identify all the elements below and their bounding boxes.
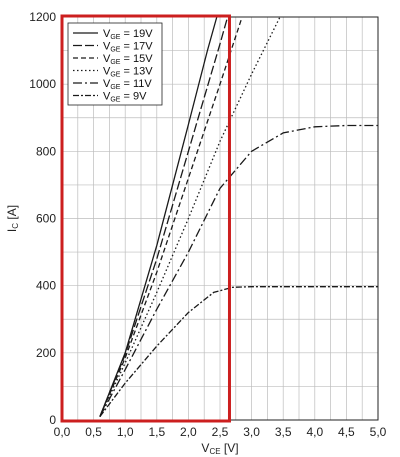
x-tick-label: 0,0: [54, 425, 71, 439]
y-tick-label: 400: [36, 279, 56, 293]
legend-label: VGE = 17V: [103, 41, 153, 54]
x-tick-label: 2,0: [180, 425, 197, 439]
y-tick-labels: 0 200 400 600 800 1000 1200: [29, 10, 56, 427]
series-line-3: [99, 16, 243, 417]
x-axis-title: VCE [V]: [201, 441, 238, 456]
x-tick-label: 0,5: [85, 425, 102, 439]
x-tick-label: 3,5: [275, 425, 292, 439]
highlight-box: [60, 14, 231, 423]
x-tick-label: 4,5: [338, 425, 355, 439]
y-axis-title: IC [A]: [5, 205, 20, 232]
x-tick-label: 5,0: [370, 425, 387, 439]
series-lines: [99, 16, 378, 417]
legend-label: VGE = 9V: [103, 91, 147, 104]
x-tick-label: 2,5: [212, 425, 229, 439]
legend-label: VGE = 11V: [103, 78, 152, 91]
legend-label: VGE = 19V: [103, 28, 153, 41]
series-line-6: [99, 286, 378, 417]
series-line-1: [99, 16, 218, 417]
legend-box: [67, 22, 163, 106]
series-line-4: [99, 16, 281, 417]
y-tick-label: 600: [36, 212, 56, 226]
legend-label: VGE = 13V: [103, 66, 153, 79]
series-line-5: [99, 124, 378, 417]
series-line-2: [99, 16, 229, 417]
x-tick-label: 1,5: [148, 425, 165, 439]
y-tick-label: 800: [36, 144, 56, 158]
y-tick-label: 1200: [29, 10, 56, 24]
y-tick-label: 1000: [29, 77, 56, 91]
x-tick-label: 1,0: [117, 425, 134, 439]
y-tick-label: 0: [49, 413, 56, 427]
x-tick-labels: 0,0 0,5 1,0 1,5 2,0 2,5 3,0 3,5 4,0 4,5 5,0: [54, 425, 387, 439]
legend-label: VGE = 15V: [103, 53, 153, 66]
x-tick-label: 4,0: [306, 425, 323, 439]
x-tick-label: 3,0: [243, 425, 260, 439]
y-tick-label: 200: [36, 346, 56, 360]
